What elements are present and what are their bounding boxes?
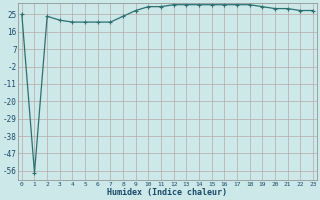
X-axis label: Humidex (Indice chaleur): Humidex (Indice chaleur): [107, 188, 227, 197]
